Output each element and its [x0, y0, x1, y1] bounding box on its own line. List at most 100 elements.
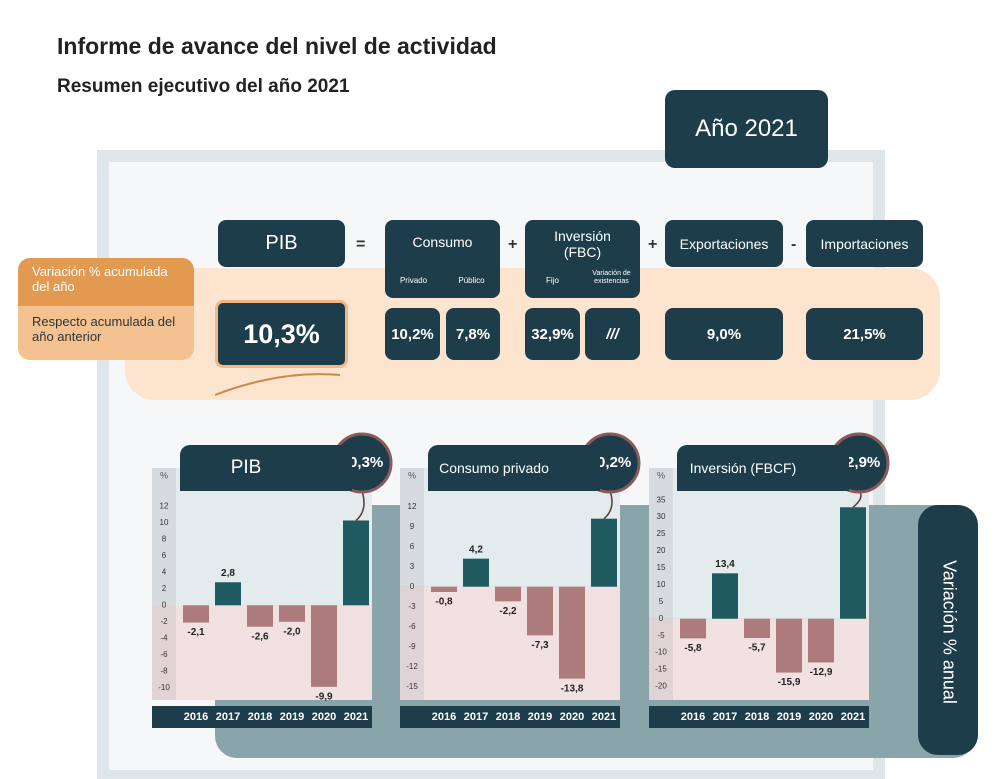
y-tick-label: 10: [657, 580, 666, 589]
part-value: 32,9%: [525, 308, 580, 360]
x-tick-label: 2020: [809, 711, 833, 723]
value-label: 2,8: [221, 568, 235, 579]
axis-strip: [400, 468, 424, 700]
part-label: Público: [458, 276, 485, 285]
y-tick-label: 12: [408, 502, 417, 511]
y-tick-label: -6: [408, 622, 416, 631]
y-tick-label: 12: [160, 502, 169, 511]
y-tick-label: 25: [657, 529, 666, 538]
consumo-header: Consumo: [385, 220, 500, 298]
y-axis-label: %: [160, 470, 168, 480]
importaciones-header: Importaciones: [806, 220, 923, 267]
y-tick-label: 6: [410, 542, 415, 551]
y-tick-label: -10: [655, 648, 667, 657]
positive-zone: [649, 468, 869, 619]
x-tick-label: 2021: [592, 711, 616, 723]
axis-strip: [152, 468, 176, 700]
bar: [279, 605, 305, 622]
bar: [311, 605, 337, 687]
value-label: -9,9: [315, 691, 333, 702]
value-label: -5,7: [748, 643, 766, 654]
y-tick-label: -15: [655, 665, 667, 674]
connector: [355, 490, 365, 522]
bar: [463, 558, 489, 587]
value-label: -2,2: [499, 606, 517, 617]
exportaciones-value: 9,0%: [665, 308, 783, 360]
value-label: -2,0: [283, 626, 301, 637]
y-tick-label: -10: [158, 683, 170, 692]
part-value: 10,2%: [385, 308, 440, 360]
ornament: [214, 373, 341, 396]
value-label: 13,4: [715, 559, 735, 570]
x-tick-label: 2016: [184, 711, 208, 723]
y-tick-label: 5: [659, 597, 664, 606]
y-tick-label: 0: [162, 600, 167, 609]
row-label: Variación % acumulada del año: [18, 258, 194, 306]
x-tick-label: 2018: [745, 711, 769, 723]
y-tick-label: -4: [160, 633, 168, 642]
exportaciones-header: Exportaciones: [665, 220, 783, 267]
bar: [712, 573, 738, 619]
y-tick-label: 15: [657, 563, 666, 572]
part-label: Fijo: [546, 276, 559, 285]
value-label: -2,1: [187, 627, 205, 638]
negative-zone: [400, 586, 620, 700]
y-tick-label: 8: [162, 535, 167, 544]
value-label: -15,9: [778, 677, 801, 688]
inversion-header: Inversión (FBC): [525, 220, 640, 298]
x-tick-label: 2017: [216, 711, 240, 723]
connector: [603, 490, 613, 520]
y-axis-label: %: [657, 470, 665, 480]
y-tick-label: -9: [408, 642, 416, 651]
pib-header: PIB: [218, 220, 345, 267]
y-tick-label: 35: [657, 495, 666, 504]
y-tick-label: 9: [410, 522, 415, 531]
x-tick-label: 2019: [280, 711, 304, 723]
axis-strip: [649, 468, 673, 700]
chart-title: Inversión (FBCF): [677, 445, 849, 491]
year-row: [152, 706, 372, 728]
year-row: [649, 706, 869, 728]
y-axis-label: %: [408, 470, 416, 480]
y-tick-label: -8: [160, 666, 168, 675]
value-label: -5,8: [684, 643, 702, 654]
x-tick-label: 2021: [841, 711, 865, 723]
x-tick-label: 2020: [312, 711, 336, 723]
part-value: 7,8%: [446, 308, 500, 360]
y-tick-label: 6: [162, 551, 167, 560]
part-label: Variación de existencias: [592, 270, 631, 285]
value-label: -2,6: [251, 631, 269, 642]
x-tick-label: 2018: [248, 711, 272, 723]
x-tick-label: 2017: [464, 711, 488, 723]
bar: [431, 586, 457, 592]
x-tick-label: 2019: [528, 711, 552, 723]
x-tick-label: 2021: [344, 711, 368, 723]
y-tick-label: 4: [162, 567, 167, 576]
x-tick-label: 2017: [713, 711, 737, 723]
y-tick-label: -12: [406, 662, 418, 671]
part-label: Privado: [399, 276, 428, 285]
x-tick-label: 2016: [681, 711, 705, 723]
y-tick-label: -15: [406, 682, 418, 691]
chart-title: PIB: [180, 445, 352, 491]
y-tick-label: 2: [162, 584, 167, 593]
bar: [527, 586, 553, 636]
bar: [744, 618, 770, 639]
value-label: -13,8: [561, 683, 584, 694]
bar: [680, 618, 706, 639]
y-tick-label: -5: [657, 631, 665, 640]
side-label: Variación % anual: [939, 560, 959, 704]
operator: +: [648, 236, 658, 253]
x-tick-label: 2018: [496, 711, 520, 723]
bar: [183, 605, 209, 623]
y-tick-label: -6: [160, 650, 168, 659]
title: Informe de avance del nivel de actividad: [57, 33, 497, 59]
bar: [247, 605, 273, 627]
y-tick-label: 30: [657, 512, 666, 521]
y-tick-label: -3: [408, 602, 416, 611]
value-label: -7,3: [531, 640, 549, 651]
y-tick-label: 0: [659, 614, 664, 623]
y-tick-label: -20: [655, 682, 667, 691]
row-label: Respecto acumulada del año anterior: [18, 306, 194, 360]
